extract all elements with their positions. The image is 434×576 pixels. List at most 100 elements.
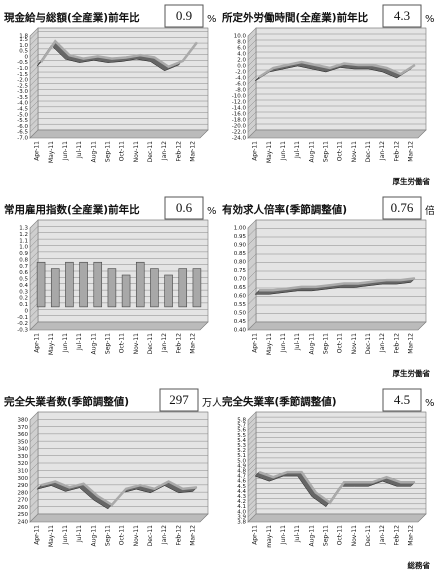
grid-line bbox=[29, 94, 208, 104]
grid-line bbox=[247, 117, 426, 127]
grid-line bbox=[29, 66, 208, 75]
grid-line bbox=[247, 421, 426, 431]
y-tick-label: 0.1 bbox=[19, 302, 28, 308]
y-tick-label: -3.0 bbox=[17, 89, 28, 95]
y-tick-label: 260 bbox=[18, 505, 29, 511]
y-tick-label: 4.4 bbox=[237, 489, 246, 495]
line bbox=[40, 39, 198, 69]
grid-line bbox=[247, 437, 426, 446]
y-tick-label: 0.2 bbox=[19, 296, 28, 302]
grid-line bbox=[247, 503, 426, 512]
grid-line bbox=[29, 83, 208, 92]
y-tick-label: -1.0 bbox=[17, 66, 28, 72]
grid-line bbox=[29, 118, 208, 127]
x-tick-label: Jan-12 bbox=[379, 525, 386, 545]
grid-line bbox=[29, 462, 208, 472]
y-tick-label: -7.0 bbox=[17, 136, 28, 142]
x-tick-label: Apr-11 bbox=[34, 333, 41, 353]
source: 厚生労働省 bbox=[393, 176, 431, 186]
bar bbox=[192, 268, 202, 308]
y-tick-label: -16.0 bbox=[232, 112, 247, 118]
x-tick-label: May-11 bbox=[48, 141, 55, 163]
y-tick-label: 1.0 bbox=[19, 43, 28, 49]
chart-title: 完全失業率(季節調整値) bbox=[222, 395, 337, 408]
chart-title: 所定外労働時間(全産業)前年比 bbox=[222, 11, 369, 24]
bar bbox=[93, 261, 103, 308]
y-tick-label: 4.5 bbox=[237, 484, 246, 490]
headline-unit: 万人 bbox=[202, 397, 222, 409]
floor bbox=[29, 321, 209, 331]
x-tick-label: Oct-11 bbox=[337, 333, 344, 353]
chart-panel: 有効求人倍率(季節調整値) 0.76 倍 1.00 0.95 0.90 0.85 0.80 0.… bbox=[222, 196, 434, 378]
headline-value: 4.5 bbox=[394, 392, 410, 407]
x-tick-label: Feb-12 bbox=[393, 525, 400, 546]
grid-line bbox=[29, 309, 208, 318]
y-tick-label: 5.2 bbox=[237, 448, 246, 454]
grid-line bbox=[29, 245, 208, 254]
grid-line bbox=[29, 499, 208, 508]
y-tick-label: 1.0 bbox=[19, 245, 28, 251]
grid-line bbox=[29, 123, 208, 133]
grid-line bbox=[247, 123, 426, 133]
x-tick-label: Jul-11 bbox=[294, 333, 301, 351]
grid-line bbox=[247, 498, 426, 507]
y-tick-label: 10.0 bbox=[234, 34, 247, 40]
y-tick-label: 4.1 bbox=[237, 504, 246, 510]
x-tick-label: Aug-11 bbox=[308, 141, 315, 163]
y-tick-label: 4.0 bbox=[237, 52, 246, 58]
y-tick-label: 0.45 bbox=[234, 319, 247, 325]
x-tick-label: Feb-12 bbox=[393, 333, 400, 354]
y-tick-label: 240 bbox=[18, 520, 29, 526]
grid-line bbox=[29, 411, 208, 421]
y-tick-label: 5.4 bbox=[237, 438, 246, 444]
grid-line bbox=[29, 77, 208, 87]
headline-value: 0.6 bbox=[176, 200, 193, 215]
x-tick-label: Dec-11 bbox=[365, 525, 372, 547]
grid-line bbox=[247, 99, 426, 109]
grid-line bbox=[247, 287, 426, 297]
y-tick-label: -4.5 bbox=[17, 107, 28, 113]
bar bbox=[178, 268, 188, 308]
grid-line bbox=[247, 467, 426, 477]
y-tick-label: 290 bbox=[18, 483, 29, 489]
headline-box bbox=[159, 388, 199, 412]
bar bbox=[36, 261, 46, 308]
y-tick-label: -6.0 bbox=[235, 82, 246, 88]
x-tick-label: Mar-12 bbox=[189, 141, 196, 162]
x-tick-label: Oct-11 bbox=[337, 525, 344, 545]
grid-line bbox=[247, 253, 426, 263]
floor bbox=[29, 129, 209, 139]
x-tick-label: May-11 bbox=[48, 333, 55, 355]
y-tick-label: 1.3 bbox=[19, 226, 28, 232]
chart-panel: 現金給与総額(全産業)前年比 0.9 %1.81.51.00.50-0.5-1.0-… bbox=[4, 4, 217, 163]
x-tick-label: Nov-11 bbox=[351, 141, 358, 163]
y-tick-label: 320 bbox=[18, 461, 29, 467]
x-tick-label: Dec-11 bbox=[147, 333, 154, 355]
y-tick-label: -4.0 bbox=[235, 76, 246, 82]
source: 厚生労働省 bbox=[393, 368, 431, 378]
y-tick-label: -10.0 bbox=[232, 94, 247, 100]
grid-line bbox=[29, 426, 208, 435]
grid-line bbox=[29, 226, 208, 235]
x-tick-label: Mar-12 bbox=[407, 141, 414, 162]
grid-line bbox=[247, 411, 426, 421]
grid-line bbox=[247, 432, 426, 441]
chart-panel: 所定外労働時間(全産業)前年比 4.3 %10.08.06.04.02.00.0-2… bbox=[222, 4, 434, 186]
line bbox=[258, 60, 416, 79]
grid-line bbox=[247, 236, 426, 246]
headline-value: 0.9 bbox=[176, 8, 192, 23]
x-tick-label: Sep-11 bbox=[104, 525, 111, 546]
grid-line bbox=[29, 31, 208, 40]
headline-value: 0.76 bbox=[391, 200, 414, 215]
grid-line bbox=[247, 513, 426, 523]
bar bbox=[50, 268, 60, 308]
grid-line bbox=[247, 245, 426, 254]
y-tick-label: 340 bbox=[18, 447, 29, 453]
grid-line bbox=[247, 427, 426, 436]
x-tick-label: Jul-11 bbox=[294, 525, 301, 543]
grid-line bbox=[29, 54, 208, 63]
x-tick-label: Jul-11 bbox=[76, 141, 83, 159]
y-tick-label: -4.0 bbox=[17, 101, 28, 107]
x-tick-label: Apr-11 bbox=[252, 333, 259, 353]
